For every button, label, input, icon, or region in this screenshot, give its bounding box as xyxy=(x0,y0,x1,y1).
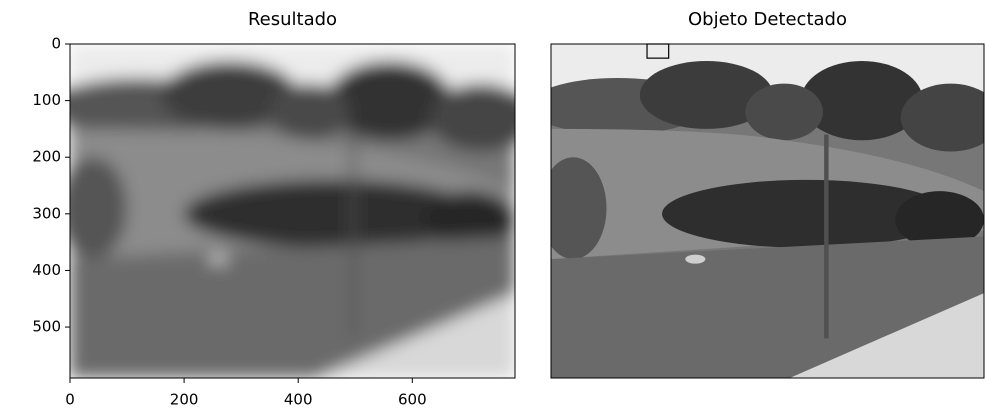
image-content xyxy=(529,44,985,378)
image xyxy=(529,44,985,378)
chart-title: Resultado xyxy=(248,9,337,30)
x-tick-label: 0 xyxy=(65,391,75,409)
y-tick-label: 200 xyxy=(32,148,61,166)
x-tick-label: 200 xyxy=(170,391,199,409)
chart-title: Objeto Detectado xyxy=(688,9,847,30)
y-tick-label: 100 xyxy=(32,91,61,109)
y-tick-label: 400 xyxy=(32,261,61,279)
x-tick-label: 600 xyxy=(398,391,427,409)
y-tick-label: 300 xyxy=(32,204,61,222)
y-tick-label: 0 xyxy=(51,35,61,53)
x-tick-label: 400 xyxy=(284,391,313,409)
y-tick-label: 500 xyxy=(32,318,61,336)
figure: Resultado 0 200 400 600 0 100 200 300 400 500 Objet… xyxy=(0,0,985,418)
image-content xyxy=(47,44,532,378)
image xyxy=(47,44,532,378)
